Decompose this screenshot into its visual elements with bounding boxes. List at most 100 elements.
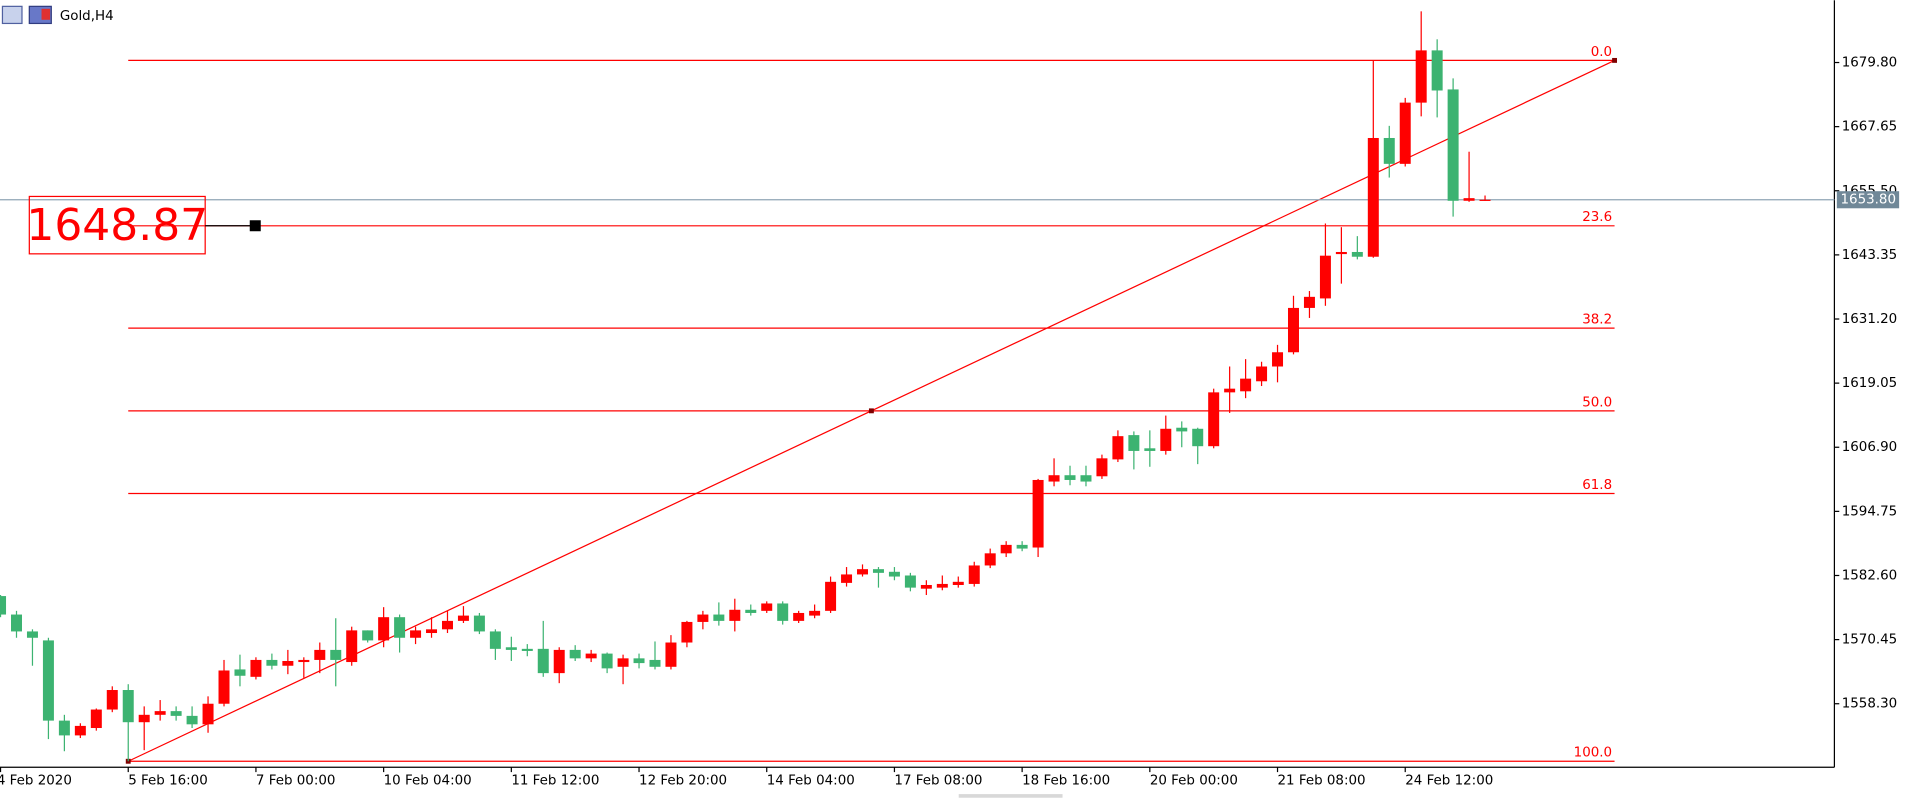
x-tick-label: 5 Feb 16:00 [128, 774, 208, 789]
price-label-anchor [249, 220, 261, 232]
candle-body [585, 653, 597, 659]
candle-body [362, 630, 374, 641]
candle-body [904, 575, 916, 588]
y-tick-label: 1679.80 [1842, 56, 1898, 71]
candle-body [1479, 199, 1491, 201]
candle-body [1144, 448, 1156, 451]
symbol-label: Gold,H4 [60, 9, 114, 24]
current-price-label: 1653.80 [1841, 193, 1897, 208]
x-tick-label: 17 Feb 08:00 [894, 774, 982, 789]
candle-body [1272, 352, 1284, 367]
y-tick-label: 1606.90 [1842, 440, 1898, 455]
x-tick-label: 24 Feb 12:00 [1405, 774, 1493, 789]
candle-body [42, 640, 54, 721]
candle-body [681, 621, 693, 643]
candle-body [282, 660, 294, 666]
candle-body [1240, 378, 1252, 392]
x-tick-label: 7 Feb 00:00 [256, 774, 336, 789]
y-tick-label: 1594.75 [1842, 504, 1898, 519]
candle-body [1256, 366, 1268, 382]
candle-body [1351, 251, 1363, 257]
candle-body [968, 565, 980, 584]
candle-body [1431, 50, 1443, 91]
candle-body [809, 610, 821, 616]
candle-body [473, 615, 485, 632]
candle-body [1208, 392, 1220, 447]
candle-body [1287, 307, 1299, 353]
candle-body [298, 659, 310, 663]
fib-level-label: 61.8 [1582, 478, 1612, 493]
candle-body [58, 720, 70, 736]
candle-body [793, 612, 805, 621]
candle-body [26, 631, 38, 638]
candle-body [1303, 296, 1315, 308]
candle-body [649, 659, 661, 667]
candle-body [841, 574, 853, 583]
scrollbar[interactable] [958, 794, 1063, 798]
candle-body [314, 649, 326, 660]
candle-body [1383, 137, 1395, 164]
candle-body [1016, 544, 1028, 549]
fib-anchor [1612, 57, 1618, 63]
candle-body [633, 658, 645, 664]
x-tick-label: 12 Feb 20:00 [639, 774, 727, 789]
candle-body [1319, 255, 1331, 299]
candle-body [1335, 251, 1347, 255]
icon[interactable] [1, 5, 23, 25]
candle-body [1224, 388, 1236, 393]
candle-body [441, 620, 453, 630]
candle-body [888, 571, 900, 577]
x-tick-label: 14 Feb 04:00 [767, 774, 855, 789]
candle-body [521, 648, 533, 651]
fib-anchor [868, 408, 874, 414]
candle-body [489, 631, 501, 649]
candle-body [1447, 89, 1459, 201]
candle-body [984, 553, 996, 566]
candle-body [777, 603, 789, 621]
candle-body [1367, 137, 1379, 257]
candle-body [1000, 544, 1012, 554]
candle-body [74, 725, 86, 736]
candle-body [1192, 428, 1204, 447]
candle-body [218, 670, 230, 704]
y-tick-label: 1582.60 [1842, 568, 1898, 583]
candle-body [1160, 428, 1172, 451]
candle-body [90, 709, 102, 729]
candle-body [553, 649, 565, 674]
candle-body [250, 659, 262, 677]
candle-body [202, 703, 214, 725]
y-tick-label: 1558.30 [1842, 697, 1898, 712]
y-tick-label: 1631.20 [1842, 312, 1898, 327]
candle-body [394, 617, 406, 638]
candle-body [713, 614, 725, 621]
candle-body [825, 581, 837, 611]
candle-body [426, 629, 438, 634]
candle-body [537, 648, 549, 674]
candle-body [1064, 475, 1076, 480]
price-label: 1648.87 [26, 200, 208, 251]
x-tick-label: 10 Feb 04:00 [384, 774, 472, 789]
candle-body [697, 614, 709, 622]
y-tick-label: 1619.05 [1842, 376, 1898, 391]
x-tick-label: 18 Feb 16:00 [1022, 774, 1110, 789]
x-tick-label: 4 Feb 2020 [0, 774, 72, 789]
candle-body [122, 690, 134, 723]
candle-body [186, 715, 198, 725]
candle-body [106, 690, 118, 710]
candle-body [920, 584, 932, 589]
x-tick-label: 20 Feb 00:00 [1150, 774, 1238, 789]
candle-body [1032, 479, 1044, 548]
candle-body [234, 669, 246, 676]
x-tick-label: 11 Feb 12:00 [511, 774, 599, 789]
candle-body [601, 653, 613, 669]
candle-body [346, 630, 358, 663]
candle-body [378, 617, 390, 641]
candle-body [266, 659, 278, 666]
candle-body [617, 658, 629, 667]
candle-body [410, 630, 422, 638]
current-price-tag [1836, 191, 1900, 209]
candle-body [936, 583, 948, 588]
